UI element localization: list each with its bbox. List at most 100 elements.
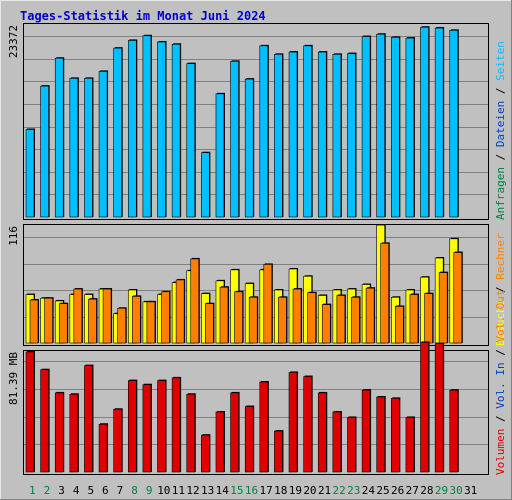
legend-entry-vol-out: Vol. Out [494, 290, 507, 343]
bar-seiten-day-22 [332, 54, 342, 218]
day-label-24: 24 [362, 484, 376, 497]
bar-seiten-day-28 [420, 26, 429, 218]
bar-volumen-day-9 [142, 384, 152, 473]
legend-entry-besuche: Besuche [494, 300, 507, 346]
legend-entry-dateien: Dateien [494, 101, 507, 147]
panel-visits: 116 Besuche / Rechner [7, 224, 507, 346]
bar-volumen-day-22 [332, 411, 342, 473]
bar-volumen-day-4 [69, 393, 79, 473]
bar-seiten-day-3 [54, 57, 64, 218]
bar-rechner-day-16 [248, 297, 258, 344]
bar-volumen-day-29 [434, 343, 444, 473]
day-label-2: 2 [44, 484, 51, 497]
panel-hits: 23372 Anfragen / Dateien / Seiten [7, 23, 507, 220]
bar-volumen-day-10 [157, 380, 166, 473]
legend-separator: / [494, 409, 507, 429]
bar-seiten-day-14 [215, 93, 225, 218]
day-label-18: 18 [274, 484, 287, 497]
bar-volumen-day-6 [98, 423, 108, 473]
panel-hits-legend: Anfragen / Dateien / Seiten [494, 41, 507, 220]
bar-rechner-day-21 [321, 304, 331, 344]
day-label-5: 5 [87, 484, 94, 497]
day-label-28: 28 [420, 484, 433, 497]
bar-seiten-day-29 [434, 27, 444, 218]
bar-rechner-day-19 [292, 288, 302, 344]
bar-seiten-day-6 [98, 71, 108, 218]
day-label-25: 25 [376, 484, 389, 497]
bar-rechner-day-10 [161, 291, 170, 344]
day-label-16: 16 [245, 484, 258, 497]
day-axis-labels: 1 2 3 4 5 6 7 8 9 10 11 12 13 14 15 16 17 18 19 20 21 22 23 24 2… [29, 484, 477, 497]
bar-volumen-day-28 [420, 342, 429, 473]
legend-entry-rechner: Rechner [494, 233, 507, 280]
bar-volumen-day-14 [215, 411, 225, 473]
bar-volumen-day-30 [449, 389, 459, 473]
day-label-20: 20 [303, 484, 316, 497]
panel-volume-legend: Volumen / Vol. In / Vol. Out [494, 290, 507, 475]
day-label-9: 9 [146, 484, 153, 497]
day-label-7: 7 [117, 484, 124, 497]
bar-volumen-day-19 [288, 372, 298, 473]
day-label-26: 26 [391, 484, 404, 497]
chart-title: Tages-Statistik im Monat Juni 2024 [20, 9, 266, 23]
bar-volumen-day-12 [186, 393, 196, 473]
bar-rechner-day-12 [190, 258, 200, 344]
bar-volumen-day-8 [127, 380, 137, 473]
bar-volumen-day-3 [54, 392, 64, 473]
bar-seiten-day-20 [303, 45, 312, 218]
day-label-29: 29 [435, 484, 448, 497]
bar-seiten-day-5 [84, 78, 93, 218]
bar-rechner-day-26 [395, 306, 404, 344]
bar-seiten-day-25 [376, 33, 386, 218]
bar-rechner-day-5 [88, 298, 97, 344]
bar-rechner-day-18 [278, 297, 287, 344]
bar-seiten-day-1 [25, 129, 35, 218]
bar-volumen-day-2 [40, 369, 49, 473]
bar-volumen-day-13 [201, 434, 210, 473]
bar-rechner-day-22 [336, 295, 346, 344]
legend-separator: / [494, 147, 507, 167]
bar-seiten-day-2 [40, 85, 49, 218]
day-label-1: 1 [29, 484, 36, 497]
panel-volume-frame [23, 350, 489, 475]
day-label-17: 17 [259, 484, 272, 497]
bar-seiten-day-10 [157, 41, 166, 218]
legend-separator: / [494, 343, 507, 363]
legend-entry-vol-in: Vol. In [494, 362, 507, 408]
bar-rechner-day-25 [380, 243, 390, 344]
bar-seiten-day-24 [361, 36, 371, 218]
bar-seiten-day-17 [259, 45, 269, 218]
bar-seiten-day-21 [317, 51, 327, 218]
day-label-13: 13 [201, 484, 214, 497]
bar-seiten-day-19 [288, 51, 298, 218]
bar-volumen-day-17 [259, 381, 269, 473]
legend-entry-anfragen: Anfragen [494, 167, 507, 220]
bar-volumen-day-24 [361, 389, 371, 473]
bar-rechner-day-7 [117, 307, 126, 344]
bar-volumen-day-25 [376, 396, 386, 473]
bar-seiten-day-13 [201, 152, 210, 218]
bar-rechner-day-27 [409, 294, 419, 344]
bar-seiten-day-12 [186, 63, 196, 218]
bar-seiten-day-27 [405, 37, 415, 218]
day-label-6: 6 [102, 484, 109, 497]
panel-visits-legend: Besuche / Rechner [494, 233, 507, 346]
day-label-15: 15 [230, 484, 243, 497]
legend-separator: / [494, 81, 507, 101]
panel-visits-frame [23, 224, 489, 346]
bar-rechner-day-6 [102, 288, 112, 344]
bar-volumen-day-11 [171, 377, 181, 473]
bar-rechner-day-8 [131, 296, 141, 344]
bar-seiten-day-9 [142, 35, 152, 218]
bar-volumen-day-27 [405, 417, 415, 473]
bar-seiten-day-18 [274, 54, 283, 218]
day-label-11: 11 [172, 484, 185, 497]
bar-rechner-day-17 [263, 264, 273, 344]
day-label-8: 8 [131, 484, 138, 497]
panel-volume-ymax-label: 81.39 MB [7, 352, 20, 405]
bar-seiten-day-4 [69, 78, 79, 218]
bar-volumen-day-20 [303, 376, 312, 473]
day-label-31: 31 [464, 484, 477, 497]
panel-volume: 81.39 MB Volumen / Vol. In / Vol. Out [7, 290, 507, 475]
